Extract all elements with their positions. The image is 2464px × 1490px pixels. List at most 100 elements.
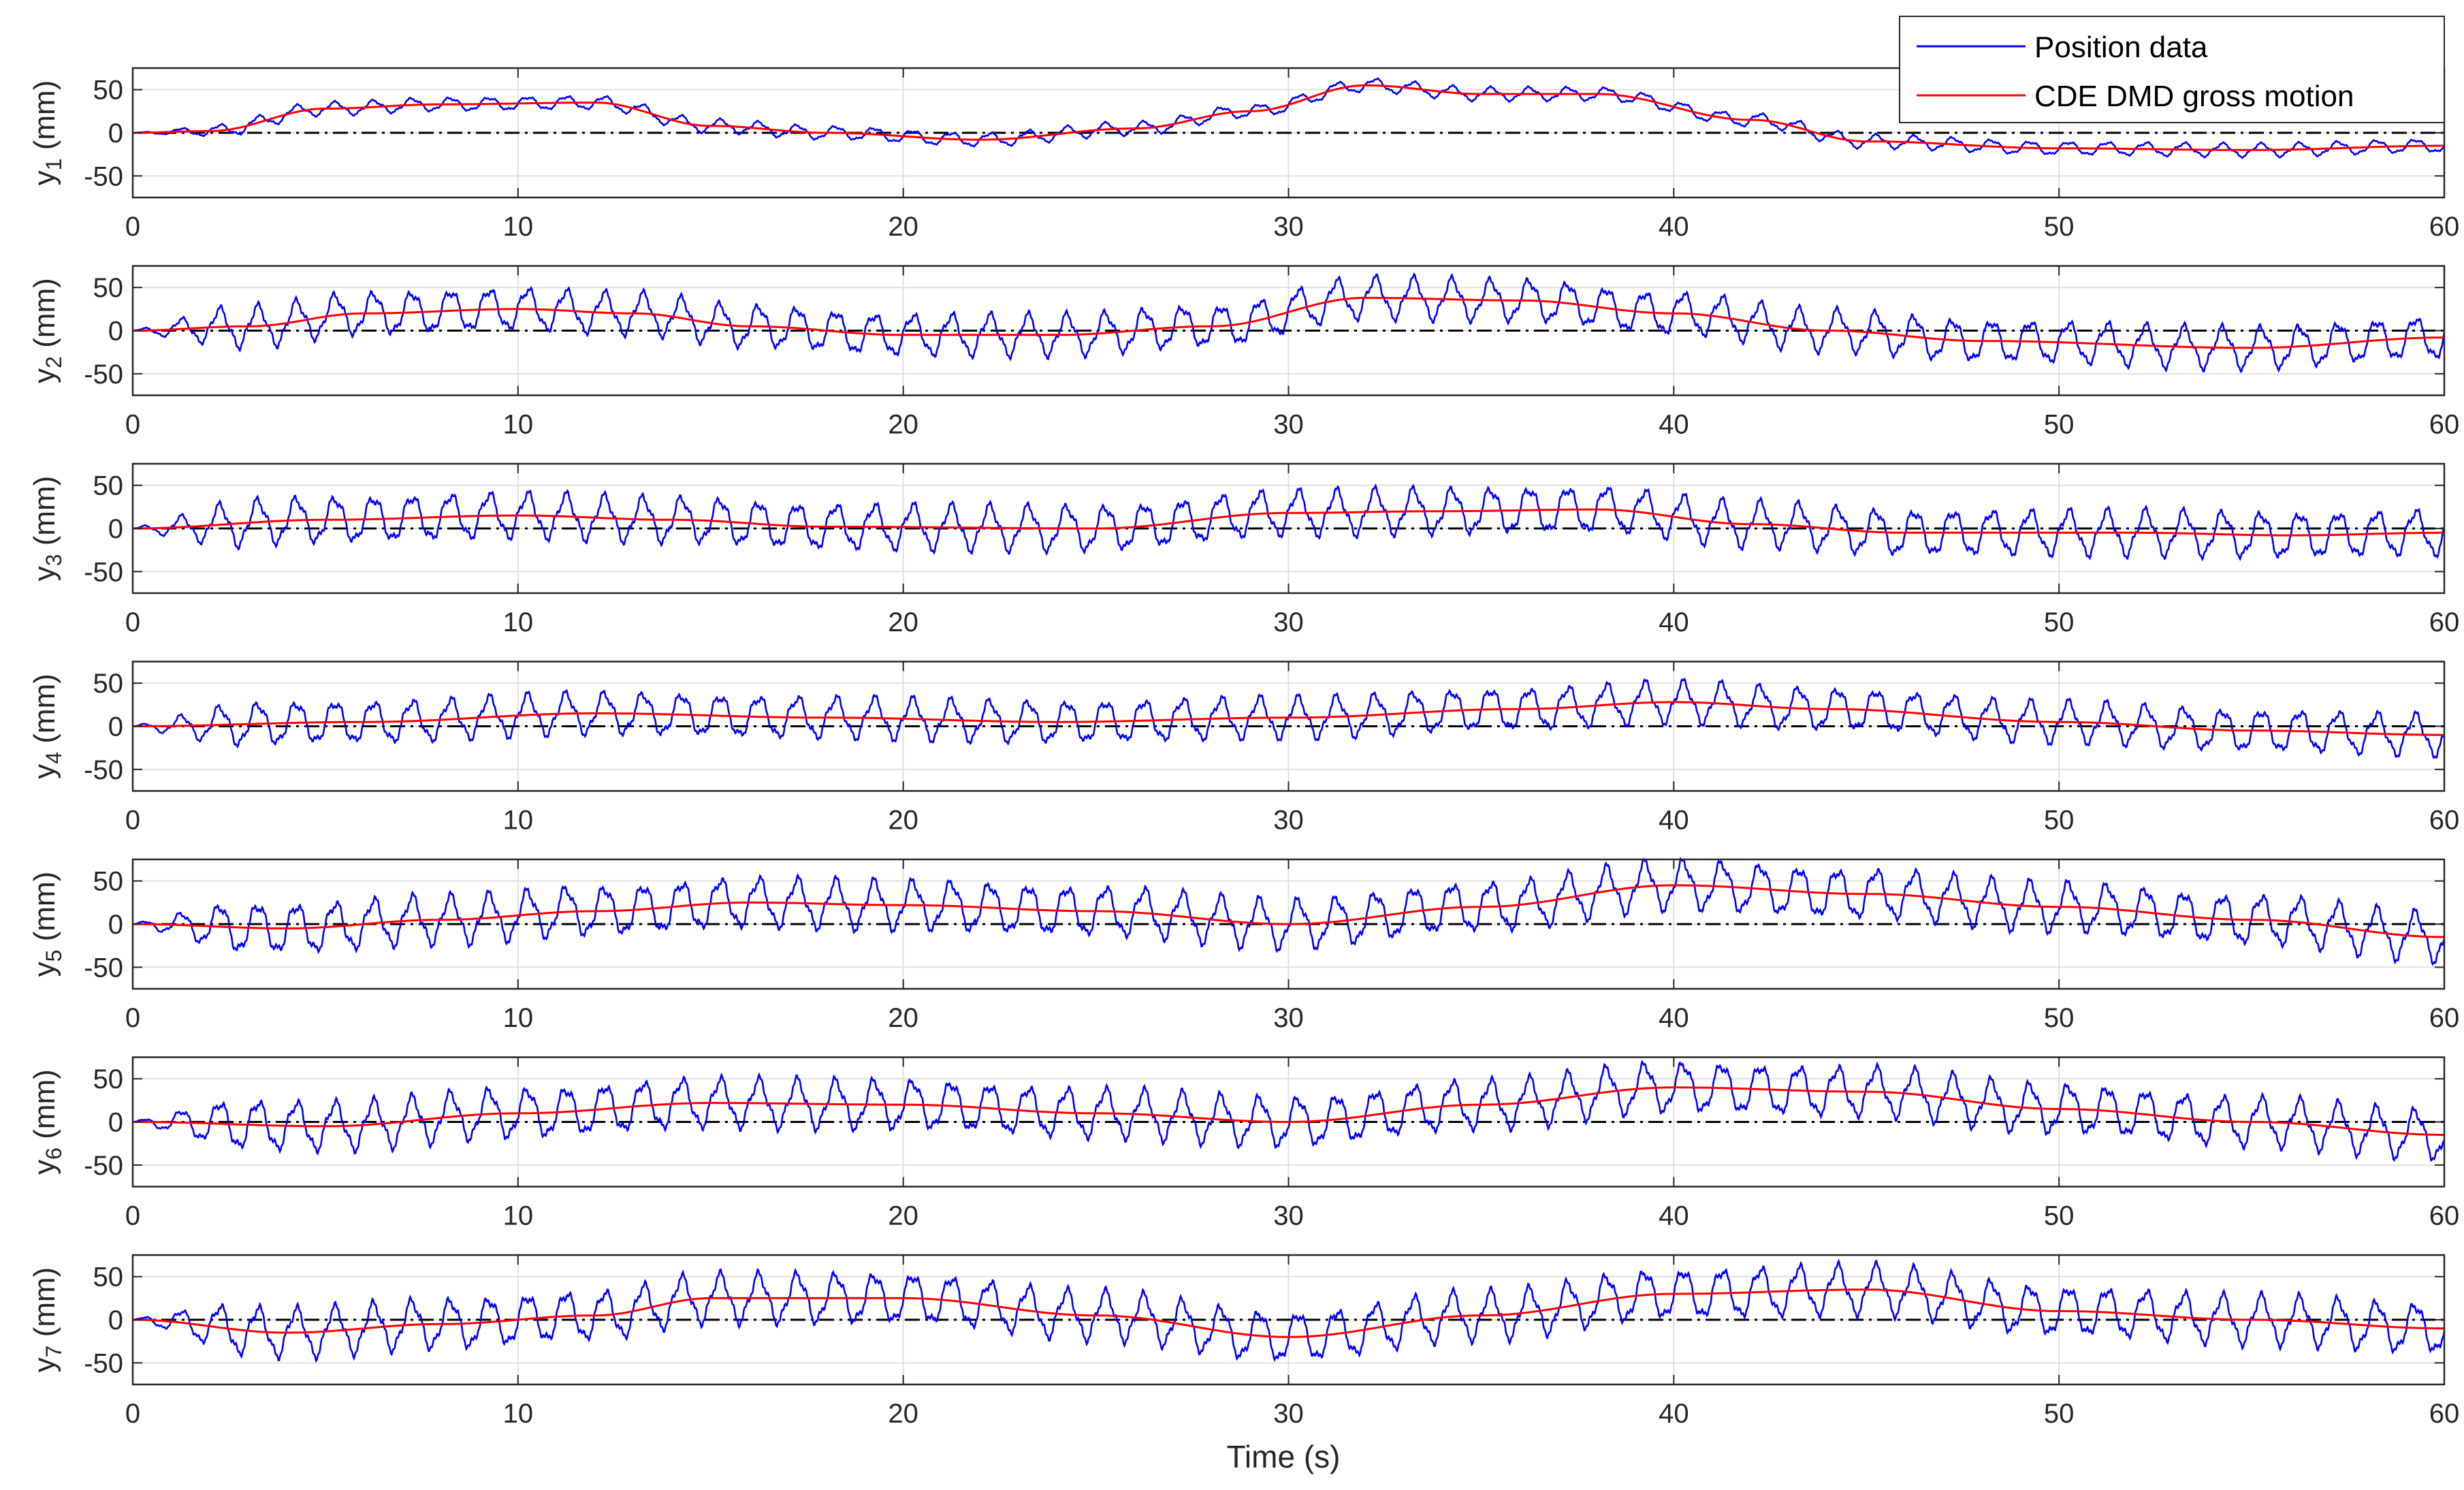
x-tick-label: 50: [2044, 607, 2075, 637]
y-axis-label-base: y: [28, 1160, 61, 1175]
x-tick-label: 60: [2429, 410, 2460, 440]
x-tick-label: 30: [1273, 607, 1304, 637]
x-tick-label: 0: [125, 212, 140, 242]
x-tick-label: 30: [1273, 806, 1304, 836]
x-tick-label: 50: [2044, 1399, 2075, 1429]
legend: Position data CDE DMD gross motion: [1899, 16, 2445, 123]
x-tick-label: 0: [125, 806, 140, 836]
y-axis-label: y4 (mm): [28, 673, 66, 779]
y-axis-label-subscript: 4: [42, 752, 66, 764]
y-tick-label: 0: [108, 317, 123, 347]
y-tick-label: 0: [108, 712, 123, 742]
y-axis-label-base: y: [28, 764, 61, 779]
x-tick-label: 10: [503, 806, 534, 836]
y-tick-label: 50: [93, 273, 124, 303]
x-tick-label: 30: [1273, 1399, 1304, 1429]
x-tick-label: 30: [1273, 410, 1304, 440]
x-tick-label: 10: [503, 212, 534, 242]
x-axis-label: Time (s): [1227, 1439, 1341, 1474]
y-tick-label: 50: [93, 76, 124, 106]
x-tick-label: 10: [503, 1003, 534, 1033]
x-tick-label: 50: [2044, 1003, 2075, 1033]
y-axis-label-unit: (mm): [28, 673, 61, 752]
x-tick-label: 60: [2429, 607, 2460, 637]
x-tick-label: 20: [888, 410, 918, 440]
y-axis-label-base: y: [28, 170, 61, 185]
y-tick-label: -50: [84, 953, 123, 983]
y-axis-label-unit: (mm): [28, 872, 61, 950]
y-axis-label: y2 (mm): [28, 278, 66, 383]
y-tick-label: 50: [93, 867, 124, 897]
x-tick-label: 20: [888, 607, 918, 637]
series-cde-dmd-gross-motion: [133, 296, 2444, 349]
series-cde-dmd-gross-motion: [133, 84, 2444, 151]
y-axis-label-base: y: [28, 962, 61, 977]
y-axis-label-subscript: 5: [42, 950, 66, 962]
y-tick-label: 0: [108, 118, 123, 148]
legend-label-position: Position data: [2034, 31, 2208, 64]
y-tick-label: -50: [84, 1151, 123, 1181]
legend-box: [1899, 16, 2445, 123]
y-axis-label: y5 (mm): [28, 872, 66, 977]
y-axis-label-subscript: 2: [42, 356, 66, 368]
x-tick-label: 0: [125, 607, 140, 637]
x-tick-label: 0: [125, 1201, 140, 1231]
x-tick-label: 20: [888, 1399, 918, 1429]
y-tick-label: -50: [84, 1348, 123, 1378]
x-tick-label: 40: [1659, 806, 1689, 836]
x-tick-label: 30: [1273, 1201, 1304, 1231]
y-axis-label-subscript: 1: [42, 159, 66, 171]
series-position-data: [132, 1258, 2446, 1363]
y-axis-label: y3 (mm): [28, 476, 66, 582]
y-axis-label-base: y: [28, 368, 61, 383]
x-tick-label: 20: [888, 806, 918, 836]
y-axis-label-unit: (mm): [28, 1069, 61, 1147]
y-axis-label-unit: (mm): [28, 278, 61, 356]
x-tick-label: 10: [503, 607, 534, 637]
y-tick-label: -50: [84, 360, 123, 390]
x-tick-label: 30: [1273, 1003, 1304, 1033]
x-tick-label: 0: [125, 1003, 140, 1033]
x-tick-label: 50: [2044, 212, 2075, 242]
legend-label-gross: CDE DMD gross motion: [2034, 80, 2354, 113]
y-tick-label: 0: [108, 514, 123, 544]
y-tick-label: -50: [84, 161, 123, 191]
series-position-data: [132, 272, 2446, 374]
x-tick-label: 20: [888, 212, 918, 242]
series-position-data: [132, 484, 2445, 562]
series-cde-dmd-gross-motion: [133, 1086, 2444, 1136]
y-tick-label: 0: [108, 910, 123, 940]
y-axis-label: y7 (mm): [28, 1267, 66, 1373]
y-axis-label-base: y: [28, 1357, 61, 1372]
x-tick-label: 60: [2429, 1201, 2460, 1231]
x-tick-label: 20: [888, 1003, 918, 1033]
series-cde-dmd-gross-motion: [133, 1288, 2444, 1338]
y-axis-label: y6 (mm): [28, 1069, 66, 1175]
series-cde-dmd-gross-motion: [133, 701, 2444, 736]
y-axis-label-unit: (mm): [28, 476, 61, 554]
x-tick-label: 10: [503, 1399, 534, 1429]
y-tick-label: 0: [108, 1108, 123, 1138]
y-axis-label-unit: (mm): [28, 1267, 61, 1346]
y-tick-label: -50: [84, 755, 123, 785]
y-axis-label: y1 (mm): [28, 80, 66, 186]
x-tick-label: 40: [1659, 1201, 1689, 1231]
y-tick-label: 50: [93, 1064, 124, 1094]
y-tick-label: 50: [93, 471, 124, 501]
y-axis-label-subscript: 7: [42, 1346, 66, 1358]
x-tick-label: 60: [2429, 1399, 2460, 1429]
y-tick-label: 50: [93, 1263, 124, 1293]
y-axis-label-base: y: [28, 566, 61, 581]
x-tick-label: 50: [2044, 1201, 2075, 1231]
x-tick-label: 60: [2429, 212, 2460, 242]
series-cde-dmd-gross-motion: [133, 884, 2444, 938]
x-tick-label: 0: [125, 410, 140, 440]
x-tick-label: 0: [125, 1399, 140, 1429]
y-tick-label: 0: [108, 1305, 123, 1335]
x-tick-label: 20: [888, 1201, 918, 1231]
